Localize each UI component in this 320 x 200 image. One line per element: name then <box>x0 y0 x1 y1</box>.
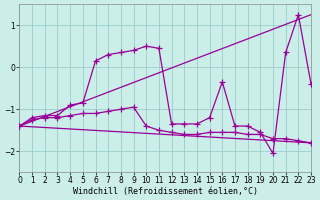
X-axis label: Windchill (Refroidissement éolien,°C): Windchill (Refroidissement éolien,°C) <box>73 187 258 196</box>
